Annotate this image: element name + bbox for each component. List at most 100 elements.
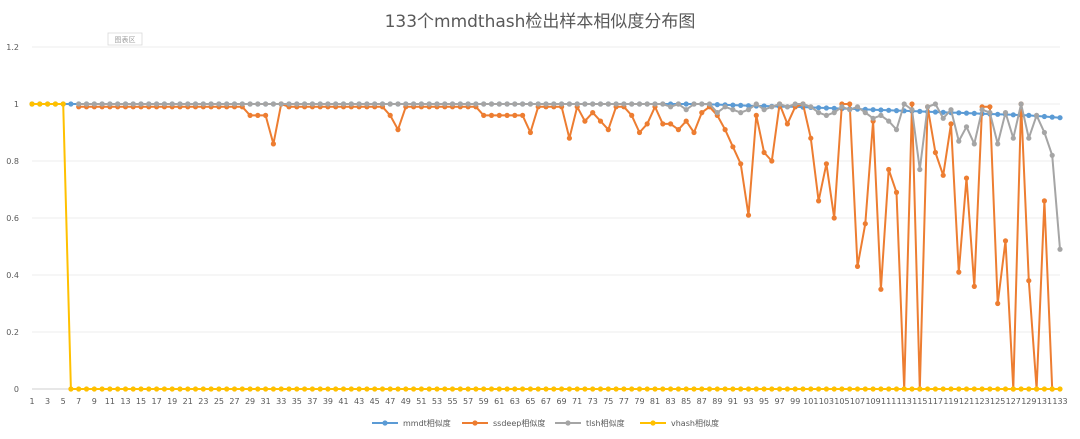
data-point	[839, 104, 845, 110]
x-tick-label: 65	[525, 397, 535, 406]
data-point	[154, 101, 160, 107]
data-point	[1018, 101, 1024, 107]
x-tick-label: 47	[385, 397, 395, 406]
series-group	[76, 101, 1063, 252]
data-point	[426, 386, 432, 392]
x-tick-label: 131	[1037, 397, 1052, 406]
data-point	[597, 101, 604, 107]
data-point	[395, 101, 401, 107]
data-point	[940, 109, 946, 115]
data-point	[691, 101, 697, 107]
data-point	[753, 386, 759, 392]
data-point	[154, 386, 160, 392]
data-point	[543, 101, 549, 107]
data-point	[481, 112, 487, 118]
data-point	[309, 101, 315, 107]
data-point	[551, 101, 557, 107]
data-point	[185, 386, 191, 392]
data-point	[816, 386, 822, 392]
data-point	[699, 110, 705, 116]
data-point	[457, 386, 463, 392]
data-point	[37, 101, 43, 107]
x-tick-label: 7	[76, 397, 81, 406]
data-point	[948, 386, 954, 392]
x-tick-label: 85	[681, 397, 691, 406]
data-point	[574, 101, 580, 107]
data-point	[597, 118, 604, 124]
data-point	[862, 110, 868, 116]
data-point	[52, 101, 59, 107]
data-point	[91, 101, 97, 107]
data-point	[286, 101, 292, 107]
data-point	[956, 138, 962, 144]
x-tick-label: 13	[120, 397, 130, 406]
data-point	[629, 112, 635, 118]
legend-label: ssdeep相似度	[493, 418, 545, 428]
data-point	[683, 107, 689, 113]
data-point	[823, 161, 830, 167]
data-point	[979, 107, 985, 113]
data-point	[403, 386, 409, 392]
data-point	[294, 101, 300, 107]
data-point	[886, 107, 892, 113]
data-point	[932, 101, 939, 107]
data-point	[745, 212, 752, 218]
data-point	[107, 386, 113, 392]
data-point	[761, 149, 767, 156]
data-point	[745, 103, 752, 109]
data-point	[379, 101, 386, 107]
data-point	[442, 101, 448, 107]
data-point	[582, 101, 588, 107]
data-point	[364, 386, 370, 392]
data-point	[893, 386, 900, 392]
data-point	[333, 101, 339, 107]
data-point	[130, 386, 136, 392]
data-point	[847, 107, 853, 113]
data-point	[878, 112, 884, 118]
data-point	[512, 112, 518, 118]
data-point	[800, 386, 806, 392]
data-point	[278, 386, 284, 392]
x-tick-label: 11	[105, 397, 115, 406]
data-point	[823, 105, 830, 111]
data-point	[847, 101, 853, 107]
data-point	[465, 386, 471, 392]
data-point	[185, 101, 191, 107]
data-point	[224, 386, 230, 392]
data-point	[551, 386, 557, 392]
data-point	[372, 101, 378, 107]
x-tick-label: 61	[494, 397, 504, 406]
data-point	[590, 101, 596, 107]
data-point	[559, 101, 565, 107]
data-point	[808, 104, 814, 110]
data-point	[255, 112, 261, 118]
data-point	[130, 101, 136, 107]
x-tick-label: 27	[229, 397, 239, 406]
data-point	[831, 110, 837, 116]
data-point	[1026, 386, 1032, 392]
data-point	[434, 101, 440, 107]
data-point	[878, 107, 884, 113]
data-point	[1049, 386, 1055, 392]
x-tick-label: 69	[556, 397, 566, 406]
data-point	[387, 112, 393, 118]
x-tick-label: 111	[881, 397, 896, 406]
data-point	[652, 101, 658, 107]
data-point	[1041, 129, 1047, 136]
data-point	[294, 386, 300, 392]
data-point	[706, 386, 713, 392]
data-point	[777, 101, 783, 107]
data-point	[870, 107, 876, 113]
data-point	[683, 118, 689, 124]
data-point	[45, 101, 51, 107]
data-point	[76, 101, 82, 107]
x-axis-ticks: 1 3 5 7 9 11 13 15 17 19 21 23 25 27 29 31 33 35 37 39 41 43 4…	[29, 397, 1067, 406]
data-point	[302, 101, 308, 107]
data-point	[956, 269, 962, 275]
data-point	[200, 386, 206, 392]
plot-area-label-text: 图表区	[115, 35, 136, 44]
data-point	[932, 109, 939, 115]
data-point	[816, 105, 822, 111]
data-point	[675, 127, 682, 133]
data-point	[325, 386, 331, 392]
